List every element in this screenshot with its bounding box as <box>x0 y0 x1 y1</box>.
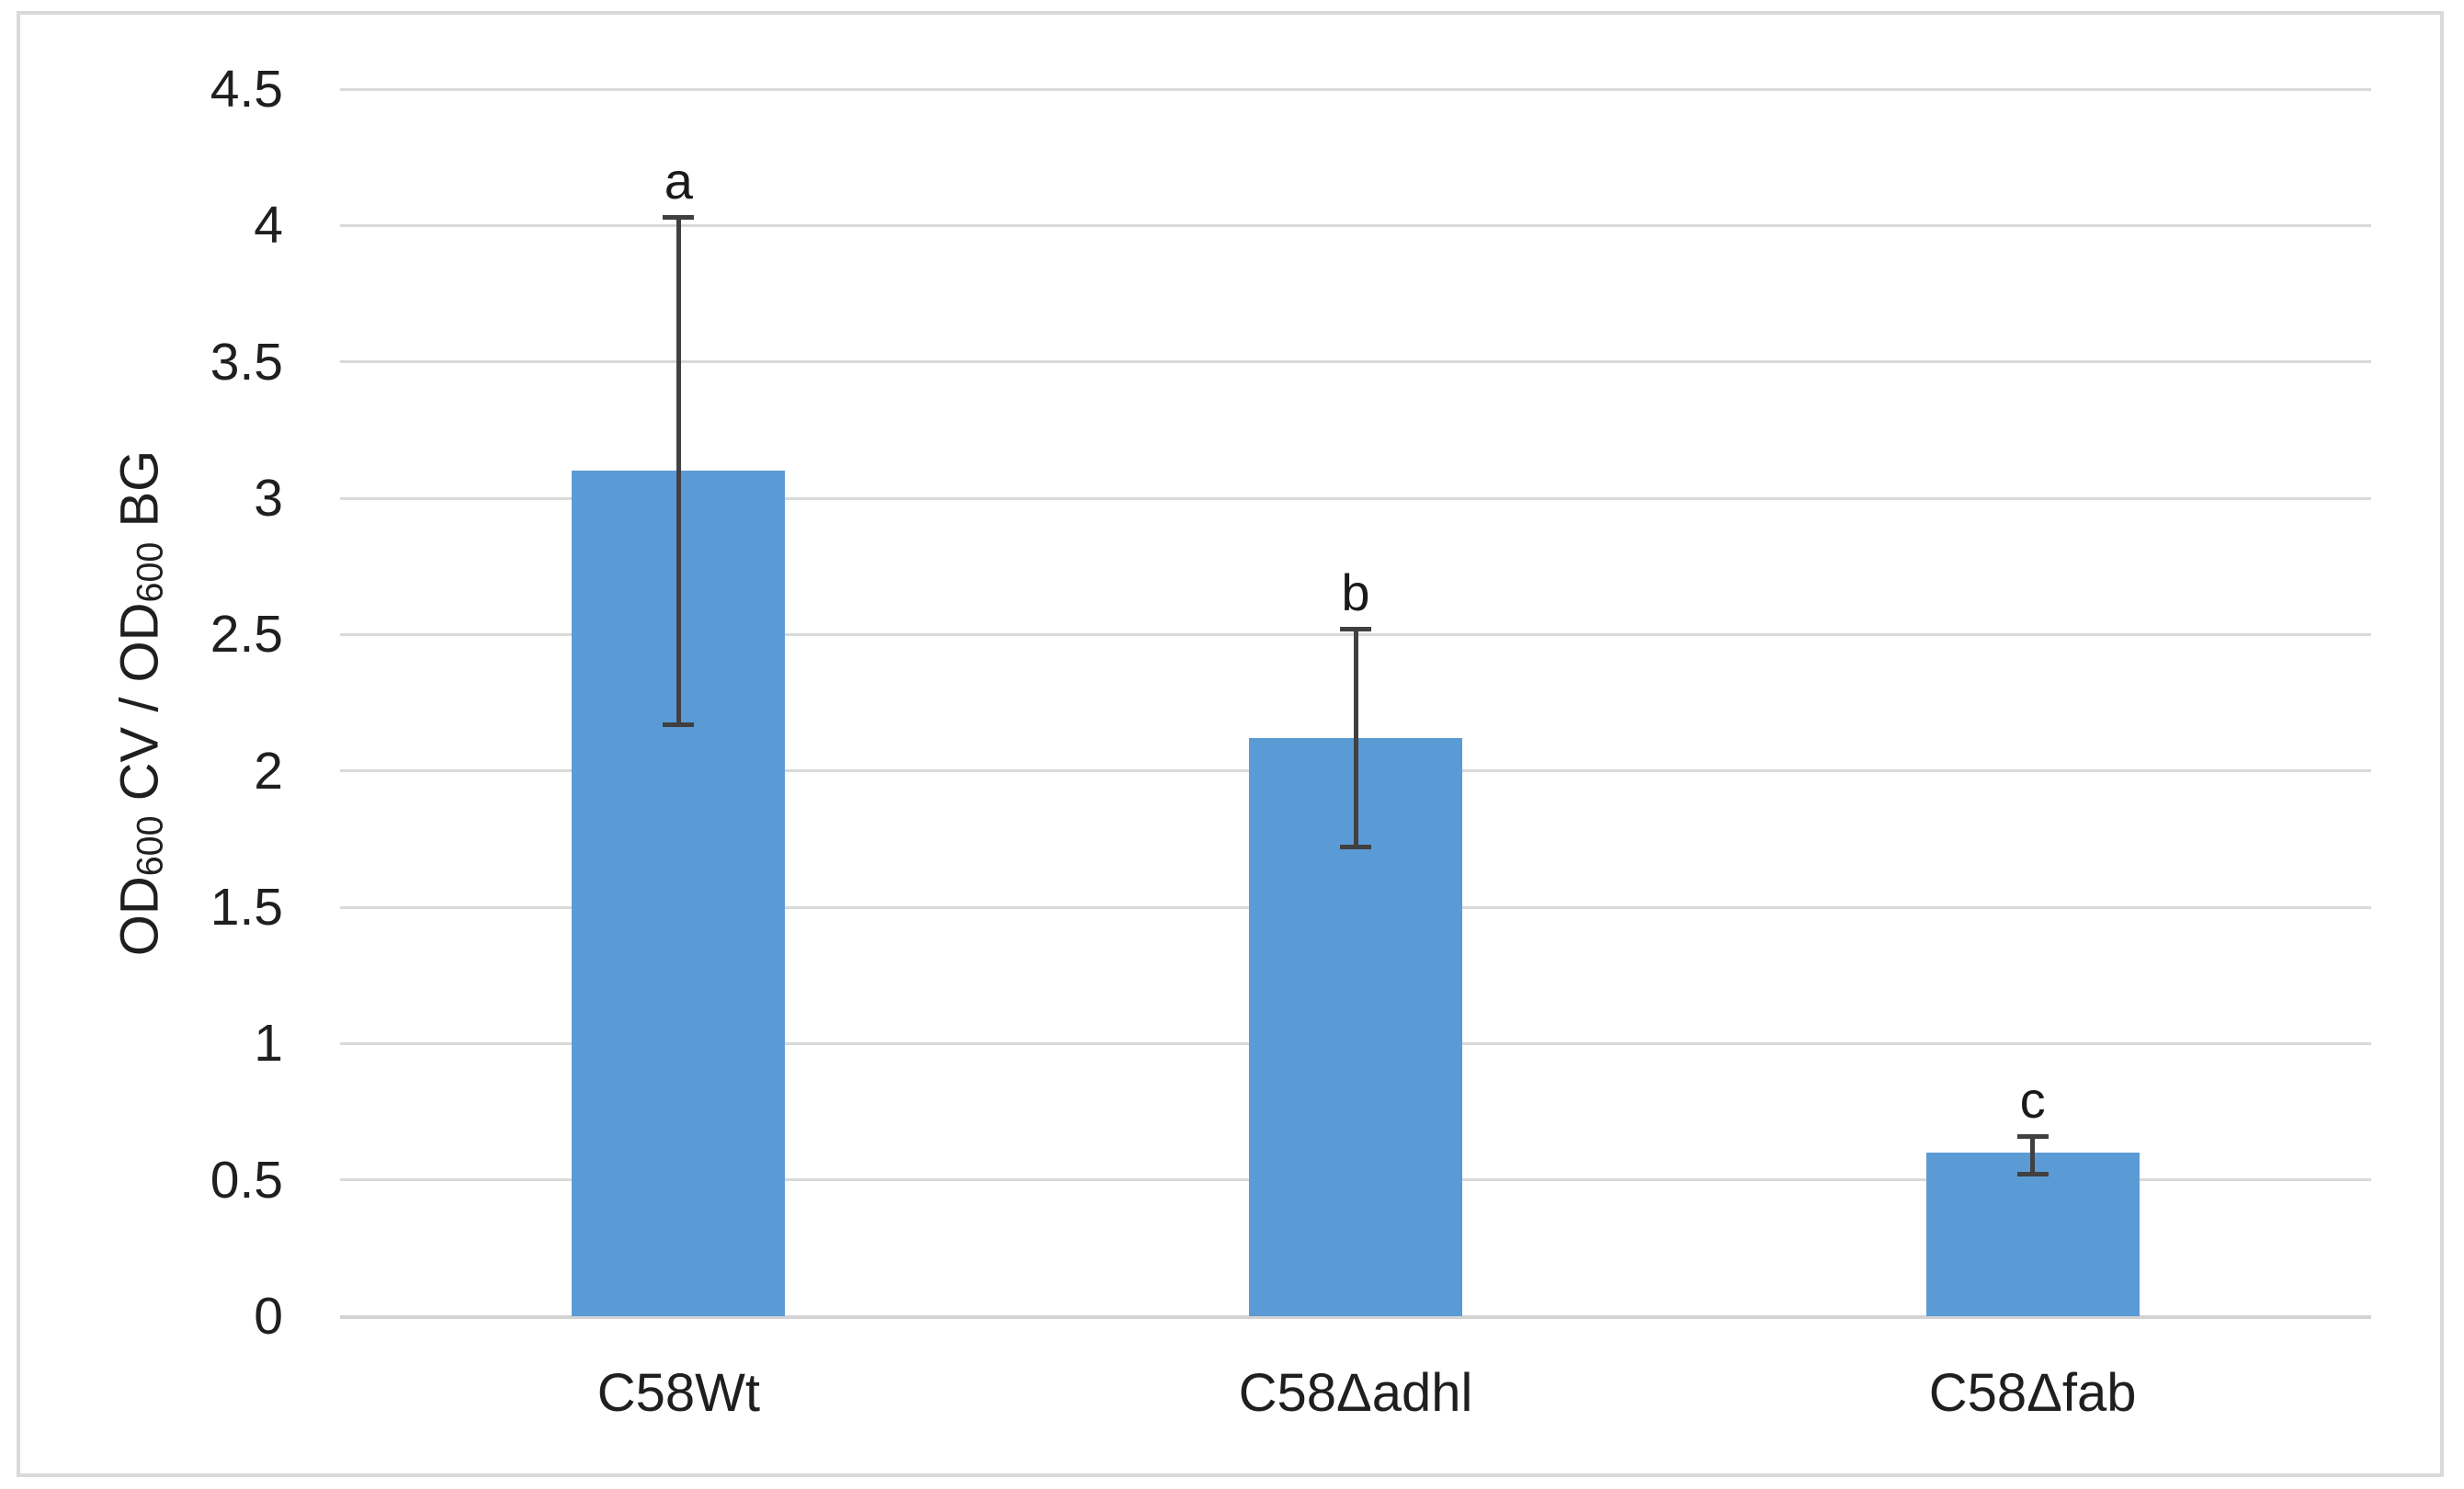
y-tick-label: 3 <box>254 469 283 528</box>
y-tick-label: 0 <box>254 1287 283 1346</box>
x-axis-line <box>340 1314 2371 1319</box>
y-tick-label: 4.5 <box>210 60 283 119</box>
error-bar-line <box>2030 1136 2036 1175</box>
y-tick-label: 4 <box>254 196 283 256</box>
error-bar-cap-bottom <box>663 722 695 727</box>
plot-area: a b c <box>340 87 2371 1319</box>
error-bar-cap-top <box>2016 1133 2049 1139</box>
error-bar-line <box>1353 629 1358 847</box>
error-bar-cap-bottom <box>2016 1172 2049 1177</box>
error-bar-cap-bottom <box>1340 845 1371 850</box>
y-tick-label: 1 <box>254 1014 283 1074</box>
x-category-label: C58Δfab <box>1928 1363 2137 1423</box>
bar <box>1925 1153 2140 1316</box>
x-category-label: C58Wt <box>596 1363 760 1423</box>
error-bar-cap-top <box>1340 626 1371 631</box>
error-bar-line <box>676 217 681 725</box>
error-bar-cap-top <box>663 214 695 220</box>
y-tick-label: 2 <box>254 741 283 801</box>
y-tick-label: 0.5 <box>210 1150 283 1210</box>
gridline <box>340 496 2371 500</box>
y-tick-label: 2.5 <box>210 605 283 665</box>
gridline <box>340 360 2371 364</box>
gridline <box>340 223 2371 227</box>
x-category-label: C58Δadhl <box>1238 1363 1473 1423</box>
significance-label: a <box>664 152 693 210</box>
significance-label: c <box>2019 1071 2046 1130</box>
y-tick-label: 1.5 <box>210 878 283 937</box>
significance-label: b <box>1341 563 1370 622</box>
y-axis-title-subscript: 600 <box>130 541 171 603</box>
y-tick-label: 3.5 <box>210 332 283 392</box>
y-axis-title-subscript: 600 <box>130 815 171 877</box>
gridline <box>340 87 2371 91</box>
